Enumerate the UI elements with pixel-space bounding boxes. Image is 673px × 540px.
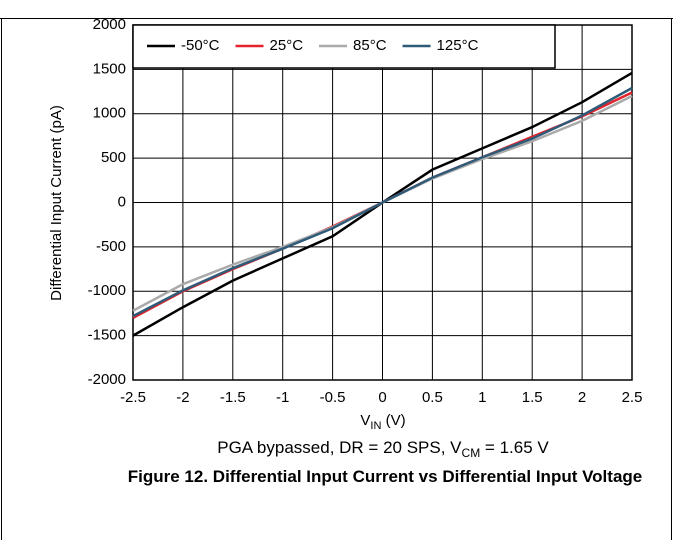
y-axis-label: Differential Input Current (pA)	[48, 105, 65, 301]
legend: -50°C 25°C 85°C 125°C	[132, 24, 556, 69]
y-tick-label: 500	[101, 149, 126, 166]
x-tick-label: -2.5	[120, 389, 146, 406]
x-tick-label: 2	[578, 389, 586, 406]
annotation: PGA bypassed, DR = 20 SPS, VCM = 1.65 V	[217, 438, 549, 460]
x-tick-label: -2	[176, 389, 189, 406]
x-tick-label: 1	[478, 389, 486, 406]
x-label-rest: (V)	[381, 412, 405, 429]
y-tick-label: -2000	[88, 371, 126, 388]
legend-label: 85°C	[353, 37, 387, 54]
y-tick-label: 1500	[93, 60, 126, 77]
annotation-sub: CM	[462, 446, 481, 460]
x-tick-label: 0.5	[422, 389, 443, 406]
x-tick-label: 1.5	[522, 389, 543, 406]
legend-label: -50°C	[181, 37, 220, 54]
annotation-rest: = 1.65 V	[480, 438, 549, 457]
y-tick-label: 2000	[93, 16, 126, 33]
y-tick-label: -1000	[88, 282, 126, 299]
y-tick-label: 0	[118, 193, 126, 210]
series-line	[132, 86, 633, 318]
x-axis-label: VIN (V)	[360, 412, 405, 432]
annotation-main: PGA bypassed, DR = 20 SPS, V	[217, 438, 462, 457]
x-label-sub: IN	[370, 420, 381, 432]
y-tick-label: 1000	[93, 105, 126, 122]
x-tick-label: -1.5	[220, 389, 246, 406]
caption: Figure 12. Differential Input Current vs…	[127, 467, 643, 486]
x-label-main: V	[360, 412, 370, 429]
legend-label: 125°C	[437, 37, 479, 54]
x-tick-label: 2.5	[622, 389, 643, 406]
y-tick-label: -500	[96, 238, 126, 255]
legend-label: 25°C	[270, 37, 304, 54]
x-tick-label: 0	[378, 389, 386, 406]
x-tick-label: -0.5	[320, 389, 346, 406]
y-tick-label: -1500	[88, 327, 126, 344]
x-tick-label: -1	[276, 389, 289, 406]
